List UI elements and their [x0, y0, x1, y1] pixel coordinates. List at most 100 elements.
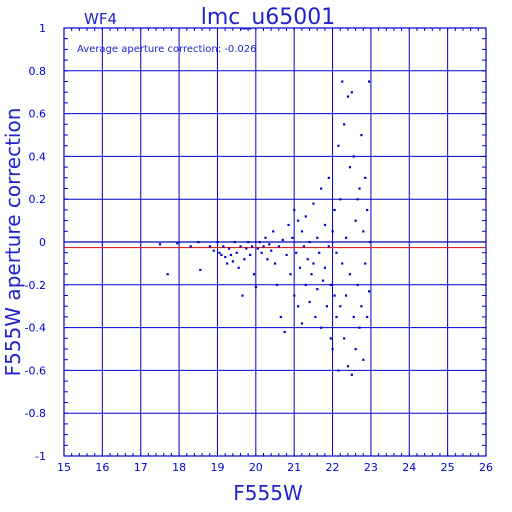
- data-point: [337, 144, 340, 147]
- data-point: [275, 283, 279, 286]
- data-point: [212, 249, 215, 252]
- y-tick-label: 1: [39, 22, 46, 35]
- x-tick-labels: 15 16 17 18 19 20 21 22 23 24 25 26: [57, 461, 493, 474]
- x-tick-label: 25: [441, 461, 455, 474]
- data-point: [293, 294, 296, 297]
- data-point: [318, 251, 321, 254]
- y-axis-label: F555W aperture correction: [1, 108, 25, 377]
- data-point: [341, 262, 344, 265]
- data-point: [343, 123, 346, 126]
- data-point: [237, 266, 240, 269]
- data-point: [364, 262, 367, 265]
- data-point: [320, 187, 323, 190]
- data-point: [358, 187, 361, 190]
- data-point: [339, 305, 342, 308]
- data-point: [350, 373, 353, 376]
- data-point: [247, 241, 250, 244]
- data-point: [367, 80, 371, 83]
- data-point: [306, 258, 309, 261]
- data-point: [262, 245, 265, 248]
- x-axis-label: F555W: [233, 481, 303, 505]
- x-tick-label: 18: [172, 461, 186, 474]
- reference-lines: [64, 241, 486, 249]
- data-point: [293, 208, 296, 212]
- data-point: [297, 305, 300, 308]
- data-point: [333, 208, 336, 212]
- data-point: [327, 176, 330, 179]
- data-point: [295, 251, 298, 254]
- data-point: [321, 279, 325, 282]
- data-point: [227, 247, 231, 250]
- data-point: [344, 294, 348, 297]
- data-point: [289, 273, 292, 276]
- data-point: [331, 230, 334, 233]
- data-point: [226, 262, 229, 265]
- data-point: [323, 266, 327, 269]
- data-point: [323, 223, 327, 227]
- data-point: [364, 176, 367, 179]
- data-point: [274, 262, 277, 265]
- data-point: [308, 241, 311, 244]
- data-point: [235, 251, 238, 254]
- data-point: [272, 230, 275, 233]
- data-point: [354, 348, 357, 351]
- data-point: [310, 273, 313, 276]
- data-point: [358, 326, 361, 329]
- data-point: [339, 198, 342, 201]
- data-point: [297, 219, 300, 222]
- data-point: [229, 253, 233, 257]
- x-tick-label: 23: [364, 461, 378, 474]
- data-point: [346, 95, 350, 98]
- data-point: [231, 260, 234, 263]
- y-tick-labels: -1 -0.8 -0.6 -0.4 -0.2 0 0.2 0.4 0.6 0.8 1: [25, 22, 46, 463]
- y-tick-label: 0.2: [29, 193, 47, 206]
- data-point: [239, 245, 242, 248]
- x-tick-label: 16: [95, 461, 109, 474]
- data-point: [283, 330, 286, 334]
- data-point: [356, 283, 359, 286]
- data-point: [270, 249, 273, 252]
- data-point: [337, 369, 340, 372]
- data-point: [356, 198, 359, 201]
- data-point: [222, 245, 225, 248]
- data-point: [189, 245, 192, 248]
- data-point: [366, 208, 369, 212]
- x-tick-label: 24: [402, 461, 416, 474]
- y-tick-label: -0.8: [25, 407, 46, 420]
- data-point: [327, 245, 330, 248]
- y-tick-label: 0: [39, 236, 46, 249]
- data-point: [320, 326, 323, 329]
- data-point: [224, 255, 227, 259]
- data-point: [249, 253, 252, 257]
- data-point: [287, 223, 290, 227]
- data-point: [343, 337, 346, 340]
- data-point: [352, 155, 355, 158]
- data-point: [350, 91, 353, 94]
- data-point: [197, 241, 200, 244]
- x-tick-label: 26: [479, 461, 493, 474]
- data-point: [302, 245, 305, 248]
- data-point: [216, 241, 219, 244]
- data-point: [335, 315, 338, 319]
- data-point: [304, 283, 307, 286]
- data-point: [300, 322, 304, 325]
- chart-title: lmc_u65001: [201, 5, 336, 30]
- data-point: [325, 305, 328, 308]
- data-point: [333, 294, 336, 297]
- x-tick-label: 21: [287, 461, 301, 474]
- data-point: [341, 80, 344, 83]
- data-point: [277, 245, 281, 248]
- data-point: [268, 243, 271, 246]
- data-point: [316, 236, 319, 239]
- data-point: [360, 134, 363, 137]
- data-point: [291, 236, 294, 239]
- data-point: [243, 258, 246, 261]
- data-point: [220, 253, 223, 257]
- data-point: [256, 247, 259, 250]
- data-point: [158, 243, 162, 246]
- x-tick-label: 17: [134, 461, 148, 474]
- data-point: [348, 273, 352, 276]
- y-tick-label: 0.6: [29, 108, 47, 121]
- data-point: [208, 245, 211, 248]
